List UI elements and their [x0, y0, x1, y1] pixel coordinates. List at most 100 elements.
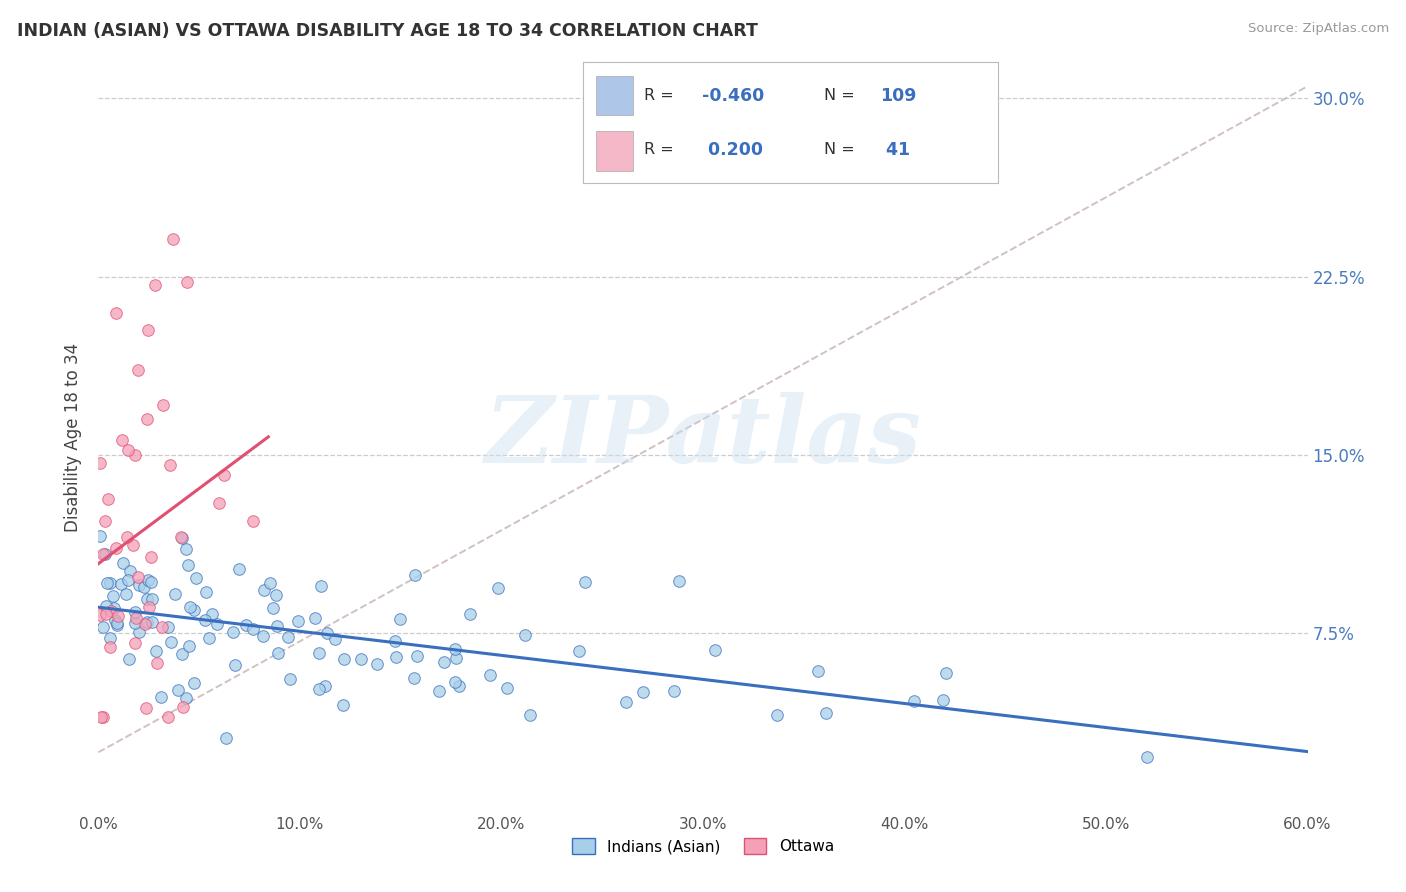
Point [141, 592, 163, 607]
Point [103, 601, 125, 615]
Point [170, 531, 193, 545]
Point [215, 731, 238, 745]
Point [433, 655, 456, 669]
Text: 41: 41 [880, 141, 910, 159]
Point [128, 578, 150, 592]
Point [170, 530, 193, 544]
Point [194, 585, 217, 599]
Point [93, 548, 115, 562]
Point [183, 675, 205, 690]
Point [134, 617, 156, 632]
Point [159, 458, 181, 472]
Point [277, 630, 299, 644]
Point [486, 581, 509, 595]
Point [304, 611, 326, 625]
Point [323, 632, 346, 646]
Point [208, 496, 231, 510]
Point [404, 671, 426, 685]
Text: N =: N = [824, 88, 855, 103]
Point [118, 652, 141, 666]
Point [157, 709, 180, 723]
Point [136, 615, 159, 630]
Point [163, 587, 186, 601]
Point [264, 588, 287, 602]
Point [496, 681, 519, 695]
Point [141, 575, 163, 590]
Point [242, 514, 264, 528]
Point [444, 675, 467, 690]
Bar [596, 131, 633, 171]
Point [128, 625, 150, 640]
Point [162, 232, 184, 246]
Text: R =: R = [644, 142, 673, 157]
Point [384, 634, 406, 648]
Point [150, 690, 173, 704]
Text: N =: N = [824, 142, 855, 157]
Text: ZIPatlas: ZIPatlas [485, 392, 921, 482]
Point [117, 573, 139, 587]
Point [170, 647, 193, 661]
Legend: Indians (Asian), Ottawa: Indians (Asian), Ottawa [567, 832, 839, 860]
Point [444, 650, 467, 665]
Point [405, 649, 427, 664]
Point [224, 657, 246, 672]
Point [568, 644, 591, 658]
Point [366, 657, 388, 671]
Point [252, 630, 274, 644]
Point [160, 635, 183, 649]
Point [314, 679, 336, 693]
Point [115, 587, 138, 601]
Point [136, 573, 159, 587]
Point [332, 698, 354, 712]
Point [266, 619, 288, 633]
Point [242, 622, 264, 636]
Point [935, 665, 957, 680]
Point [253, 583, 276, 598]
Point [267, 646, 290, 660]
Point [207, 616, 229, 631]
Point [932, 693, 955, 707]
Point [104, 306, 127, 320]
Point [132, 580, 155, 594]
Text: R =: R = [644, 88, 673, 103]
Point [145, 656, 167, 670]
Point [460, 607, 482, 621]
Point [235, 617, 257, 632]
Point [574, 575, 596, 590]
Point [308, 646, 330, 660]
Point [903, 694, 925, 708]
Point [90, 709, 112, 723]
Point [333, 651, 356, 665]
Point [519, 707, 541, 722]
Point [138, 599, 160, 614]
Point [141, 615, 163, 629]
Point [259, 575, 281, 590]
Point [668, 574, 690, 589]
Point [806, 665, 828, 679]
Point [111, 433, 134, 447]
Point [89, 607, 111, 622]
Point [664, 684, 686, 698]
Point [135, 700, 157, 714]
Point [262, 601, 284, 615]
Point [101, 589, 124, 603]
Point [631, 685, 654, 699]
Point [100, 605, 122, 619]
Point [98, 631, 121, 645]
Point [309, 579, 332, 593]
Point [177, 639, 200, 653]
Point [122, 538, 145, 552]
Point [228, 562, 250, 576]
Point [115, 530, 138, 544]
Point [765, 707, 787, 722]
Point [124, 636, 146, 650]
Point [124, 449, 146, 463]
Point [91, 709, 114, 723]
Point [98, 576, 121, 591]
Text: INDIAN (ASIAN) VS OTTAWA DISABILITY AGE 18 TO 34 CORRELATION CHART: INDIAN (ASIAN) VS OTTAWA DISABILITY AGE … [17, 22, 758, 40]
Point [278, 672, 301, 686]
Point [89, 528, 111, 542]
Point [97, 491, 120, 506]
Point [172, 700, 194, 714]
Point [156, 620, 179, 634]
